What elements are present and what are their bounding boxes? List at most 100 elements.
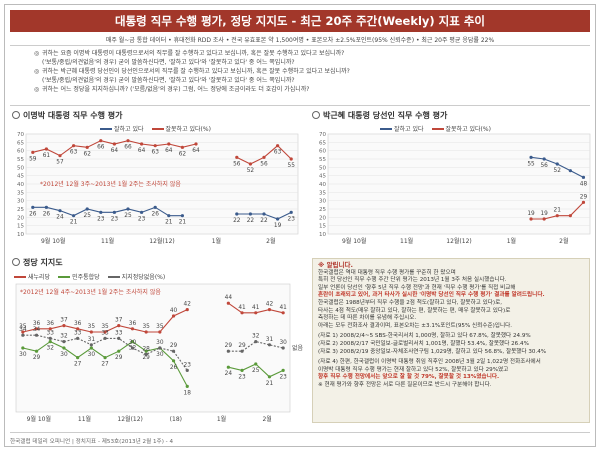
data-label: 35 (19, 324, 27, 330)
data-label: 66 (97, 145, 105, 151)
data-point (34, 327, 39, 331)
party-chart: 9월 10월 11월 12월(12) (18) 1월 2월 35 36 36 37 36 35 35 37… (15, 283, 304, 423)
legend-none: 지지정당없음(%) (107, 272, 165, 281)
data-label: 52 (247, 168, 255, 174)
x-tick-label: 11월 (400, 237, 413, 245)
data-point (281, 368, 285, 372)
data-point (568, 214, 572, 218)
series-line (32, 206, 183, 217)
x-tick-label: 12월(12) (117, 415, 142, 423)
data-label: 36 (74, 321, 82, 327)
data-label: 26 (43, 211, 51, 217)
data-label: 32 (47, 346, 55, 352)
data-point (34, 349, 39, 353)
data-point (254, 362, 258, 366)
plot-area (15, 283, 291, 413)
mb-legend: 잘하고 있다 잘못하고 있다(%) (100, 124, 211, 133)
data-point (226, 349, 230, 353)
y-tick-label: 70 (319, 132, 326, 138)
y-tick-label: 65 (17, 140, 24, 146)
data-point (180, 145, 184, 149)
data-label: 33 (101, 330, 109, 336)
data-label: 29 (115, 355, 123, 361)
data-label: 23 (288, 216, 296, 222)
data-label: 56 (233, 161, 241, 167)
side-label: 없음 (292, 344, 304, 352)
legend-saenuri: 새누리당 (14, 272, 50, 281)
data-label: 63 (70, 150, 78, 156)
y-tick-label: 10 (17, 232, 24, 238)
data-label: 21 (266, 381, 274, 387)
data-point (117, 324, 121, 328)
notice-line: 한국갤럽은 1988년부터 직무 수행을 2점 척도(잘하고 있다, 잘못하고 … (318, 299, 503, 306)
data-point (72, 214, 76, 218)
data-label: 21 (165, 220, 173, 226)
data-label: 52 (554, 168, 562, 174)
data-point (289, 210, 293, 214)
legend-minju: 민주통합당 (58, 272, 100, 281)
question-1: ◎ 귀하는 요즘 이명박 대통령이 대통령으로서의 직무를 잘 수행하고 있다고 … (34, 50, 345, 57)
data-point (240, 368, 244, 372)
data-point (281, 311, 285, 315)
data-point (62, 346, 66, 350)
annotation: *2012년 12월 3주~2013년 1월 2주는 조사하지 않음 (40, 180, 181, 188)
data-point (21, 346, 25, 350)
data-label: 22 (247, 218, 255, 224)
data-point (31, 205, 35, 209)
data-label: 55 (527, 161, 535, 167)
data-point (89, 330, 93, 334)
data-label: 30 (60, 352, 68, 358)
data-label: 35 (88, 324, 96, 330)
ref-4: (자료 4) 한편, 한국갤럽이 이명박 대통령 취임 직후인 2008년 3월… (318, 359, 541, 366)
data-point (58, 209, 62, 213)
data-label: 34 (33, 327, 41, 333)
data-label: 24 (56, 215, 64, 221)
data-point (85, 207, 89, 211)
x-tick-label: 1월 (507, 237, 516, 245)
y-tick-label: 65 (319, 140, 326, 146)
y-tick-label: 35 (17, 190, 24, 196)
data-point (76, 356, 80, 360)
data-point (262, 212, 266, 216)
data-point (167, 142, 171, 146)
data-label: 64 (192, 148, 200, 154)
ref-1: (자료 1) 2008/2/4~5 SBS-한국리서치 1,000명, 잘하고 … (318, 333, 531, 340)
mb-panel-title: 이명박 대통령 직무 수행 평가 (12, 110, 122, 121)
data-label: 62 (84, 151, 92, 157)
data-label: 42 (266, 302, 274, 308)
data-point (130, 346, 135, 350)
ref-4: ※ 현재 평가와 향후 전망은 서로 다른 질문이므로 반드시 구분해야 합니다… (318, 381, 492, 388)
notice-line: 측정하는 데 따른 차이를 유념해 주십시오. (318, 315, 417, 322)
data-label: 36 (129, 321, 137, 327)
data-point (276, 217, 280, 221)
data-label: 29 (33, 355, 41, 361)
notice-line: 일부 언론이 당선인 '향후 5년 직무 수행 전망'과 현재 '직무 수행 평… (318, 284, 516, 291)
data-point (281, 346, 285, 350)
legend-swatch (14, 275, 26, 278)
data-label: 19 (540, 211, 548, 217)
y-tick-label: 35 (319, 190, 326, 196)
data-label: 25 (84, 213, 92, 219)
data-point (62, 340, 66, 344)
divider (10, 45, 590, 46)
x-tick-label: 12월(12) (149, 237, 174, 245)
data-point (542, 157, 546, 161)
data-label: 26 (29, 211, 37, 217)
mb-chart: 10 15 20 25 30 35 40 45 50 55 60 65 70 9월 10월 11월 12월(1… (17, 132, 299, 245)
bullet-icon (312, 111, 320, 119)
data-point (48, 336, 52, 340)
data-point (44, 147, 49, 151)
y-tick-label: 40 (319, 182, 326, 188)
legend-swatch (380, 127, 392, 130)
data-point (117, 336, 121, 340)
question-2-sub: ('보통/중립/의견없음'의 경우) 굳이 말씀하신다면, '잘하고 있다'와 … (42, 77, 295, 84)
pgh-chart: 10 15 20 25 30 35 40 45 50 55 60 65 70 9월 10월 11월 12월(1… (319, 132, 591, 245)
data-label: 41 (252, 305, 260, 311)
y-tick-label: 20 (17, 215, 24, 221)
notice-line: 한국갤럽은 역대 대통령 직무 수행 평가를 꾸준히 한 왔으며 (318, 269, 456, 276)
data-label: 29 (170, 343, 178, 349)
data-point (126, 139, 130, 143)
data-point (171, 314, 176, 318)
data-label: 23 (138, 216, 146, 222)
data-label: 22 (260, 218, 268, 224)
